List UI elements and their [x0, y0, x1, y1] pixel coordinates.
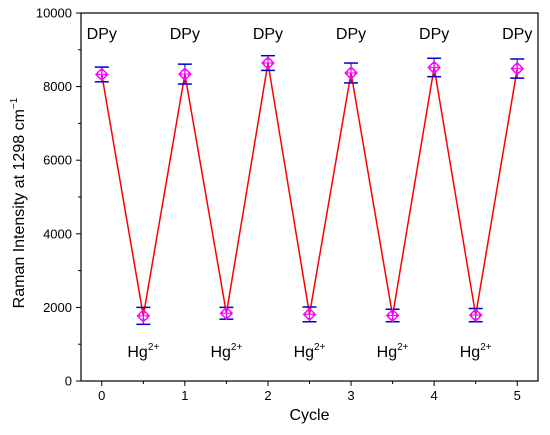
- y-tick-label: 6000: [43, 153, 72, 168]
- y-tick-label: 4000: [43, 226, 72, 241]
- x-tick-label: 1: [181, 388, 188, 403]
- data-point: [385, 308, 400, 323]
- y-axis-title: Raman Intensity at 1298 cm−1: [9, 97, 28, 308]
- annotation-label: DPy: [170, 26, 200, 43]
- data-point: [261, 56, 275, 70]
- data-point: [344, 66, 358, 80]
- data-point: [302, 307, 317, 322]
- series-line: [101, 62, 518, 316]
- annotation-label: Hg2+: [210, 342, 242, 361]
- annotation-label: DPy: [87, 26, 117, 43]
- x-tick-label: 0: [98, 388, 105, 403]
- annotation-label: Hg2+: [294, 342, 326, 361]
- plot-frame: [80, 12, 539, 382]
- data-point: [468, 308, 483, 322]
- y-tick-label: 0: [65, 374, 72, 389]
- x-tick-label: 5: [514, 388, 521, 403]
- annotation-label: Hg2+: [460, 342, 492, 361]
- annotation-label: DPy: [253, 26, 283, 43]
- annotation-label: DPy: [419, 26, 449, 43]
- x-tick-label: 4: [431, 388, 438, 403]
- y-tick-label: 8000: [43, 79, 72, 94]
- annotation-label: DPy: [502, 26, 532, 43]
- data-point: [178, 67, 192, 81]
- data-point: [219, 306, 234, 321]
- data-point: [427, 60, 441, 75]
- data-point: [94, 67, 109, 82]
- data-point: [510, 61, 525, 76]
- y-tick-label: 2000: [43, 300, 72, 315]
- x-tick-label: 2: [264, 388, 271, 403]
- y-tick-label: 10000: [36, 6, 72, 21]
- data-point: [136, 309, 151, 323]
- annotation-label: Hg2+: [127, 342, 159, 361]
- annotation-label: DPy: [336, 26, 366, 43]
- x-tick-label: 3: [347, 388, 354, 403]
- x-axis-title: Cycle: [289, 407, 329, 424]
- annotation-label: Hg2+: [377, 342, 409, 361]
